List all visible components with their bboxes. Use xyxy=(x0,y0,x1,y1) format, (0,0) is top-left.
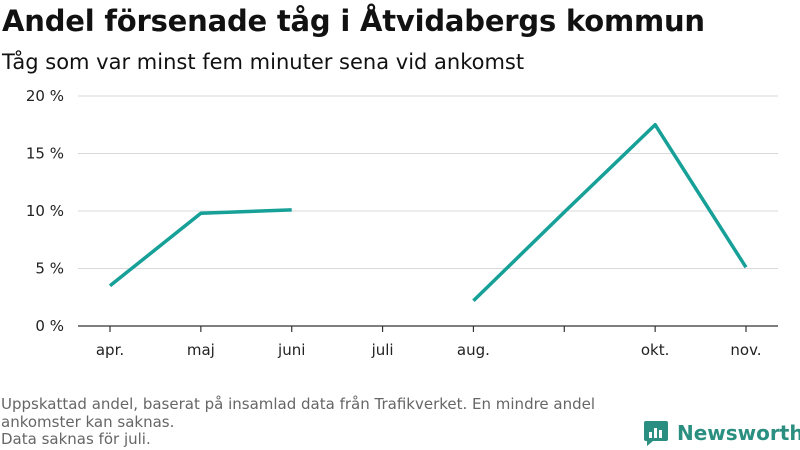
series-line xyxy=(108,208,292,288)
x-tick-label: apr. xyxy=(96,341,124,359)
chart-subtitle: Tåg som var minst fem minuter sena vid a… xyxy=(2,50,525,74)
y-tick-label: 5 % xyxy=(35,260,64,278)
footnote-line-1: Uppskattad andel, baserat på insamlad da… xyxy=(1,395,596,431)
chart-title: Andel försenade tåg i Åtvidabergs kommun xyxy=(2,4,705,38)
x-tick-label: okt. xyxy=(641,341,670,359)
x-tick-label: aug. xyxy=(457,341,490,359)
line-chart: 0 % 5 % 10 % 15 % 20 % apr. maj juni juli aug. ok… xyxy=(26,87,778,359)
brand-name: Newsworthy xyxy=(677,421,800,445)
newsworthy-logo-icon xyxy=(644,421,668,446)
series-line xyxy=(472,123,748,302)
x-tick-label: juni xyxy=(277,341,305,359)
y-tick-label: 0 % xyxy=(35,317,64,335)
y-tick-label: 10 % xyxy=(26,202,64,220)
x-tick-label: nov. xyxy=(730,341,761,359)
y-tick-label: 20 % xyxy=(26,87,64,105)
newsworthy-brand: Newsworthy xyxy=(643,419,800,447)
y-tick-label: 15 % xyxy=(26,145,64,163)
footnote-line-2: Data saknas för juli. xyxy=(1,430,151,448)
chart-footnote: Uppskattad andel, baserat på insamlad da… xyxy=(1,395,641,449)
x-tick-label: juli xyxy=(371,341,394,359)
x-tick-label: maj xyxy=(187,341,215,359)
